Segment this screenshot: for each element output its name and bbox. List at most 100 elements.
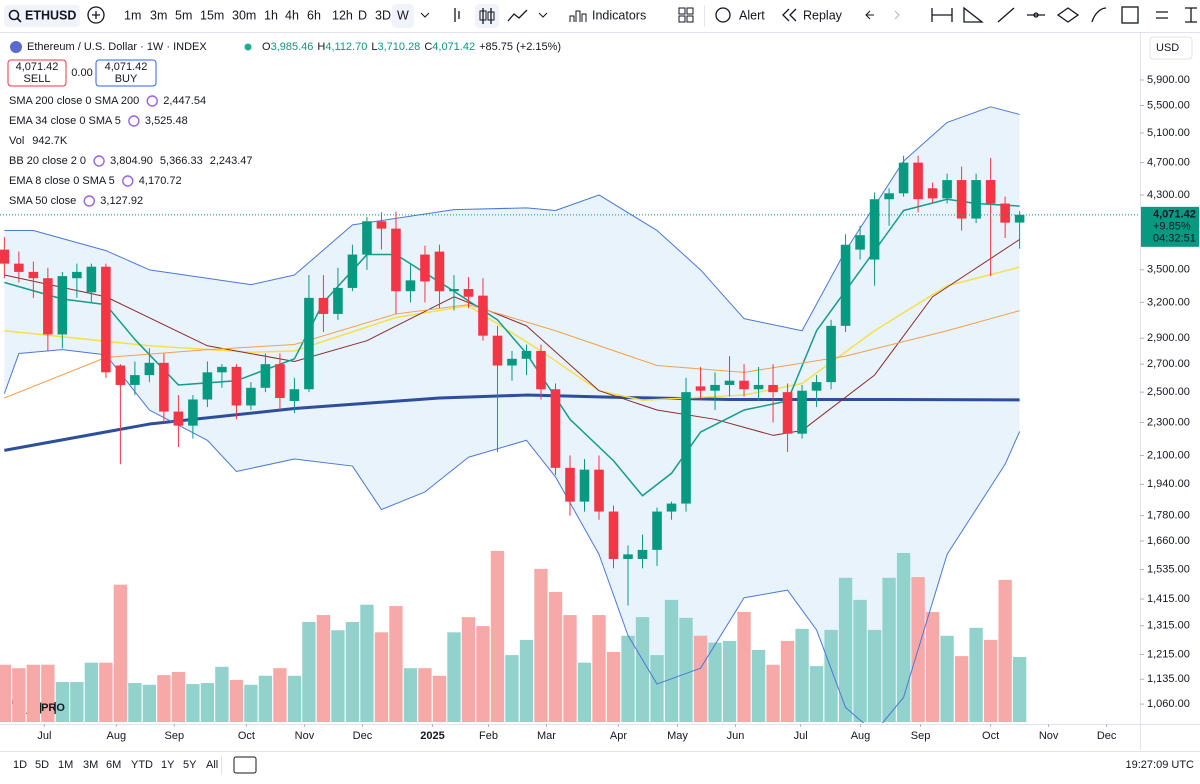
legend-name: SMA 200 close 0 SMA 200 bbox=[9, 95, 139, 107]
candle-body bbox=[724, 380, 735, 385]
price-change: +85.75 (+2.15%) bbox=[479, 41, 561, 53]
y-tick-label: 2,500.00 bbox=[1147, 386, 1190, 398]
price-tag-countdown: 04:32:51 bbox=[1153, 233, 1196, 245]
style-dropdown[interactable] bbox=[538, 12, 548, 18]
interval-button[interactable]: 1m bbox=[124, 8, 141, 22]
symbol-search[interactable] bbox=[4, 5, 80, 27]
interval-button[interactable]: 3D bbox=[375, 8, 391, 22]
x-tick-label: Apr bbox=[610, 730, 627, 742]
volume-bar bbox=[12, 668, 26, 722]
volume-bar bbox=[983, 639, 998, 722]
ohlc-readout: C4,071.42 bbox=[424, 41, 475, 53]
volume-bar bbox=[142, 684, 157, 722]
candle-body bbox=[318, 297, 329, 314]
compare-button[interactable] bbox=[87, 6, 105, 24]
candle-body bbox=[0, 249, 10, 264]
volume-bar bbox=[679, 617, 693, 722]
y-tick-label: 1,315.00 bbox=[1147, 620, 1190, 632]
currency[interactable]: USD bbox=[1156, 42, 1179, 54]
volume-bar bbox=[229, 679, 244, 722]
candle-body bbox=[608, 511, 619, 559]
date-range-button[interactable] bbox=[233, 756, 257, 774]
volume-bar bbox=[751, 649, 766, 722]
layout-icon[interactable] bbox=[678, 7, 694, 23]
candle-body bbox=[173, 411, 184, 426]
alert-button[interactable]: Alert bbox=[739, 8, 765, 22]
y-tick-label: 1,535.00 bbox=[1147, 563, 1190, 575]
candle-body bbox=[434, 251, 445, 292]
candle-body bbox=[739, 380, 749, 390]
price-tag-price: 4,071.42 bbox=[1153, 209, 1196, 221]
interval-button[interactable]: 15m bbox=[200, 8, 224, 22]
volume-bar bbox=[128, 683, 142, 722]
interval-button[interactable]: W bbox=[397, 8, 409, 22]
range-button[interactable]: YTD bbox=[131, 759, 153, 771]
line-style-button[interactable] bbox=[507, 9, 528, 22]
volume-bar bbox=[563, 615, 577, 722]
y-tick-label: 1,135.00 bbox=[1147, 673, 1190, 685]
volume-bar bbox=[171, 671, 186, 722]
interval-button[interactable]: 30m bbox=[232, 8, 256, 22]
indicators-button[interactable]: Indicators bbox=[592, 8, 646, 22]
bollinger-fill bbox=[4, 106, 1020, 723]
interval-button[interactable]: 6h bbox=[307, 8, 321, 22]
currency-button[interactable] bbox=[1149, 36, 1193, 60]
undo-button[interactable] bbox=[865, 10, 874, 20]
interval-button[interactable]: 12h bbox=[332, 8, 353, 22]
volume-bar bbox=[447, 632, 461, 722]
interval-active bbox=[392, 4, 414, 28]
volume-bar bbox=[592, 615, 606, 722]
range-button[interactable]: 3M bbox=[83, 759, 98, 771]
range-button[interactable]: 5Y bbox=[183, 759, 197, 771]
candle-body bbox=[260, 364, 271, 388]
sell-button[interactable] bbox=[7, 59, 67, 87]
candle-body bbox=[884, 193, 894, 200]
x-tick-label: Jul bbox=[794, 730, 808, 742]
candle-body bbox=[942, 180, 952, 199]
x-tick-label: Nov bbox=[1039, 730, 1059, 742]
volume-bar bbox=[548, 591, 563, 722]
candle-style-button[interactable] bbox=[475, 4, 499, 28]
search-icon bbox=[8, 9, 20, 21]
candle-body bbox=[115, 365, 126, 385]
legend-settings-icon[interactable] bbox=[128, 115, 140, 127]
indicator-line bbox=[4, 266, 1020, 401]
volume-bar bbox=[287, 675, 302, 722]
buy-button[interactable] bbox=[95, 59, 157, 87]
interval-dropdown[interactable] bbox=[420, 12, 430, 18]
range-button[interactable]: 1Y bbox=[161, 759, 175, 771]
replay-button[interactable]: Replay bbox=[803, 8, 843, 22]
legend-name: Vol bbox=[9, 135, 24, 147]
volume-bar bbox=[534, 568, 548, 722]
range-button[interactable]: 1M bbox=[58, 759, 73, 771]
interval-button[interactable]: 5m bbox=[175, 8, 192, 22]
y-tick-label: 1,780.00 bbox=[1147, 510, 1190, 522]
ohlc-key: H bbox=[317, 41, 325, 53]
interval-button[interactable]: D bbox=[358, 8, 367, 22]
candle-body bbox=[202, 372, 213, 400]
range-button[interactable]: All bbox=[206, 759, 218, 771]
legend-settings-icon[interactable] bbox=[83, 195, 95, 207]
interval-button[interactable]: 3m bbox=[150, 8, 167, 22]
candle-body bbox=[289, 389, 300, 401]
range-button[interactable]: 6M bbox=[106, 759, 121, 771]
volume-bar bbox=[476, 626, 490, 722]
volume-bar bbox=[505, 655, 519, 722]
price-tag bbox=[1141, 206, 1199, 247]
volume-bar bbox=[621, 635, 635, 722]
interval-button[interactable]: 1h bbox=[264, 8, 278, 22]
candle-icon bbox=[487, 11, 495, 21]
legend-settings-icon[interactable] bbox=[146, 95, 158, 107]
interval-button[interactable]: 4h bbox=[285, 8, 299, 22]
x-tick-label: Oct bbox=[982, 730, 999, 742]
range-button[interactable]: 1D bbox=[13, 759, 27, 771]
drawing-tools[interactable] bbox=[931, 6, 1197, 24]
volume-bar bbox=[331, 630, 345, 722]
range-button[interactable]: 5D bbox=[35, 759, 49, 771]
candle-body bbox=[231, 366, 242, 406]
legend-settings-icon[interactable] bbox=[122, 175, 134, 187]
toolbar bbox=[0, 0, 1200, 32]
legend-settings-icon[interactable] bbox=[93, 155, 105, 167]
redo-button[interactable] bbox=[894, 10, 900, 20]
